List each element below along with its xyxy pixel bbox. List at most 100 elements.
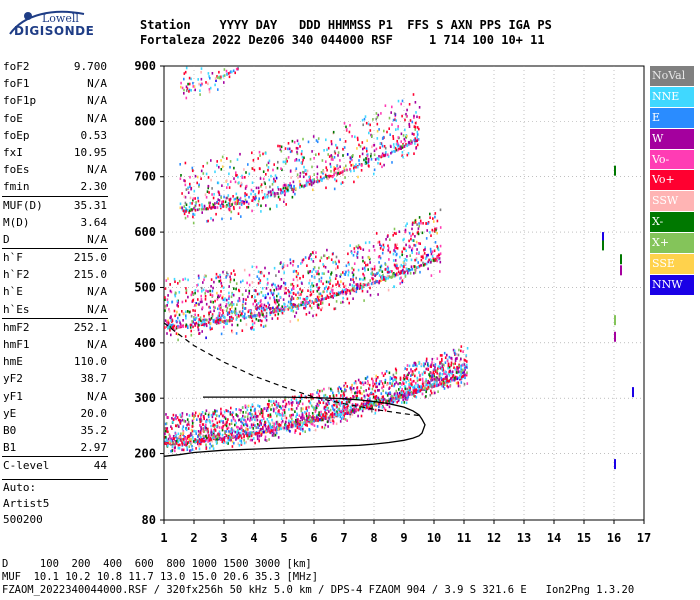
- echo-dot: [376, 116, 379, 119]
- echo-dot: [181, 414, 184, 418]
- echo-dot: [235, 171, 237, 174]
- param-name: h`F: [3, 251, 23, 265]
- echo-dot: [424, 263, 426, 266]
- echo-dot: [339, 159, 341, 162]
- echo-dot: [329, 162, 332, 166]
- echo-dot: [350, 288, 353, 292]
- echo-dot: [217, 314, 219, 318]
- echo-dot: [342, 300, 344, 304]
- echo-dot: [164, 296, 166, 299]
- echo-dot: [328, 402, 330, 405]
- echo-dot: [332, 391, 334, 395]
- echo-dot: [261, 415, 264, 418]
- echo-dot: [410, 392, 412, 396]
- echo-dot: [382, 398, 385, 402]
- echo-dot: [373, 149, 376, 153]
- echo-dot: [403, 377, 406, 381]
- echo-dot: [354, 403, 357, 406]
- echo-dot: [394, 114, 397, 118]
- echo-dot: [297, 304, 299, 308]
- echo-dot: [430, 389, 432, 393]
- echo-dot: [394, 264, 397, 268]
- echo-dot: [451, 357, 453, 361]
- echo-dot: [406, 108, 408, 112]
- echo-dot: [427, 364, 430, 367]
- echo-dot: [275, 286, 278, 289]
- echo-dot: [326, 294, 329, 298]
- echo-dot: [337, 291, 340, 294]
- echo-dot: [275, 400, 278, 403]
- echo-dot: [166, 325, 168, 328]
- echo-dot: [224, 204, 227, 208]
- echo-dot: [402, 398, 404, 402]
- echo-dot: [182, 448, 185, 452]
- echo-dot: [198, 183, 200, 187]
- echo-dot: [292, 286, 294, 290]
- echo-dot: [285, 426, 287, 430]
- echo-dot: [342, 405, 344, 408]
- echo-dot: [164, 427, 167, 430]
- echo-dot: [421, 382, 424, 386]
- echo-dot: [207, 436, 209, 440]
- echo-dot: [259, 167, 261, 171]
- echo-dot: [290, 303, 293, 307]
- echo-dot: [169, 325, 172, 329]
- echo-dot: [169, 434, 171, 438]
- echo-dot: [268, 178, 271, 182]
- echo-dot: [327, 153, 329, 156]
- echo-dot: [221, 184, 223, 187]
- echo-dot: [456, 366, 458, 370]
- echo-dot: [459, 377, 461, 381]
- echo-dot: [455, 381, 458, 385]
- echo-dot: [326, 395, 328, 399]
- echo-dot: [287, 156, 290, 159]
- echo-dot: [232, 303, 235, 306]
- echo-dot: [220, 316, 222, 319]
- echo-dot: [254, 424, 256, 427]
- echo-dot: [252, 302, 254, 306]
- echo-dot: [400, 390, 403, 393]
- echo-dot: [444, 370, 447, 374]
- echo-dot: [195, 432, 197, 435]
- echo-dot: [300, 397, 303, 400]
- echo-dot: [421, 392, 424, 396]
- echo-dot: [188, 423, 191, 427]
- echo-dot: [362, 123, 364, 127]
- echo-dot: [167, 321, 170, 325]
- echo-dot: [168, 441, 171, 444]
- echo-dot: [201, 306, 204, 309]
- echo-dot: [189, 201, 192, 205]
- echo-dot: [391, 377, 393, 380]
- echo-dot: [211, 289, 214, 293]
- echo-dot: [302, 170, 304, 174]
- echo-dot: [431, 255, 434, 258]
- echo-dot: [366, 290, 369, 293]
- echo-dot: [404, 257, 407, 261]
- echo-dot: [200, 426, 202, 429]
- echo-dot: [310, 180, 313, 184]
- echo-dot: [310, 306, 313, 310]
- x-tick-label: 11: [457, 531, 471, 545]
- echo-dot: [317, 419, 319, 422]
- echo-dot: [368, 402, 371, 406]
- echo-dot: [245, 200, 247, 204]
- echo-dot: [323, 387, 325, 391]
- echo-dot: [182, 438, 185, 441]
- echo-dot: [397, 399, 400, 403]
- echo-dot: [279, 144, 281, 148]
- auto-scaling-line2: Artist5: [3, 496, 50, 510]
- echo-dot: [309, 393, 312, 396]
- echo-dot: [414, 265, 416, 268]
- echo-dot: [254, 314, 256, 317]
- echo-dot: [378, 274, 381, 277]
- echo-dot: [223, 410, 226, 414]
- echo-dot: [232, 317, 234, 320]
- echo-dot: [309, 279, 311, 282]
- echo-dot: [332, 175, 334, 179]
- echo-dot: [235, 174, 237, 177]
- echo-dot: [317, 389, 319, 392]
- echo-dot: [292, 309, 295, 313]
- echo-dot: [206, 418, 208, 422]
- echo-dot: [402, 247, 405, 250]
- echo-dot: [365, 400, 367, 403]
